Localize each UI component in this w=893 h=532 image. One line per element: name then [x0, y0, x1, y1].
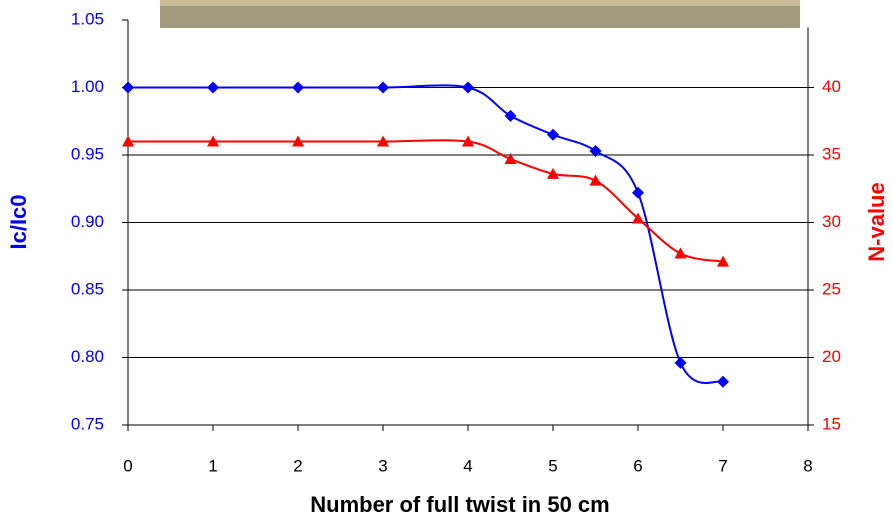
- point: [504, 109, 517, 122]
- x-axis-title: Number of full twist in 50 cm: [310, 492, 609, 517]
- x-tick-label: 1: [208, 456, 217, 475]
- y-tick-label: 0.75: [71, 414, 104, 433]
- point: [462, 135, 474, 147]
- point: [377, 135, 389, 147]
- x-tick-label: 5: [548, 456, 557, 475]
- point: [632, 186, 644, 199]
- y2-tick-label: 30: [822, 212, 841, 231]
- y2-tick-label: 25: [822, 279, 841, 298]
- y-tick-label: 1.00: [71, 77, 104, 96]
- y-tick-label: 1.05: [71, 9, 104, 28]
- y-tick-label: 0.90: [71, 212, 104, 231]
- y2-tick-label: 35: [822, 144, 841, 163]
- series-line: [127, 139, 724, 263]
- photo-strip-highlight: [160, 0, 800, 6]
- y-axis-title: Ic/Ic0: [6, 194, 31, 249]
- point: [674, 247, 687, 259]
- point: [547, 167, 559, 179]
- x-tick-label: 0: [123, 456, 132, 475]
- point: [589, 174, 602, 186]
- point: [377, 81, 389, 94]
- series-line: [128, 84, 724, 384]
- y-tick-label: 0.95: [71, 144, 104, 163]
- point: [122, 135, 134, 147]
- point: [589, 144, 602, 157]
- x-tick-label: 8: [803, 456, 812, 475]
- x-tick-label: 2: [293, 456, 302, 475]
- y2-axis-title: N-value: [864, 182, 889, 261]
- x-tick-label: 7: [718, 456, 727, 475]
- x-tick-label: 4: [463, 456, 472, 475]
- point: [717, 375, 729, 388]
- point: [207, 135, 219, 147]
- point: [547, 128, 559, 141]
- y-tick-label: 0.85: [71, 279, 104, 298]
- point: [207, 81, 219, 94]
- point: [462, 81, 474, 94]
- x-tick-label: 6: [633, 456, 642, 475]
- point: [717, 255, 729, 267]
- y2-tick-label: 15: [822, 414, 841, 433]
- point: [632, 212, 644, 224]
- point: [674, 356, 687, 369]
- point: [292, 81, 304, 94]
- x-tick-label: 3: [378, 456, 387, 475]
- point: [292, 135, 304, 147]
- y2-tick-label: 40: [822, 77, 841, 96]
- y2-tick-label: 20: [822, 347, 841, 366]
- point: [504, 153, 517, 165]
- y-tick-label: 0.80: [71, 347, 104, 366]
- point: [122, 81, 134, 94]
